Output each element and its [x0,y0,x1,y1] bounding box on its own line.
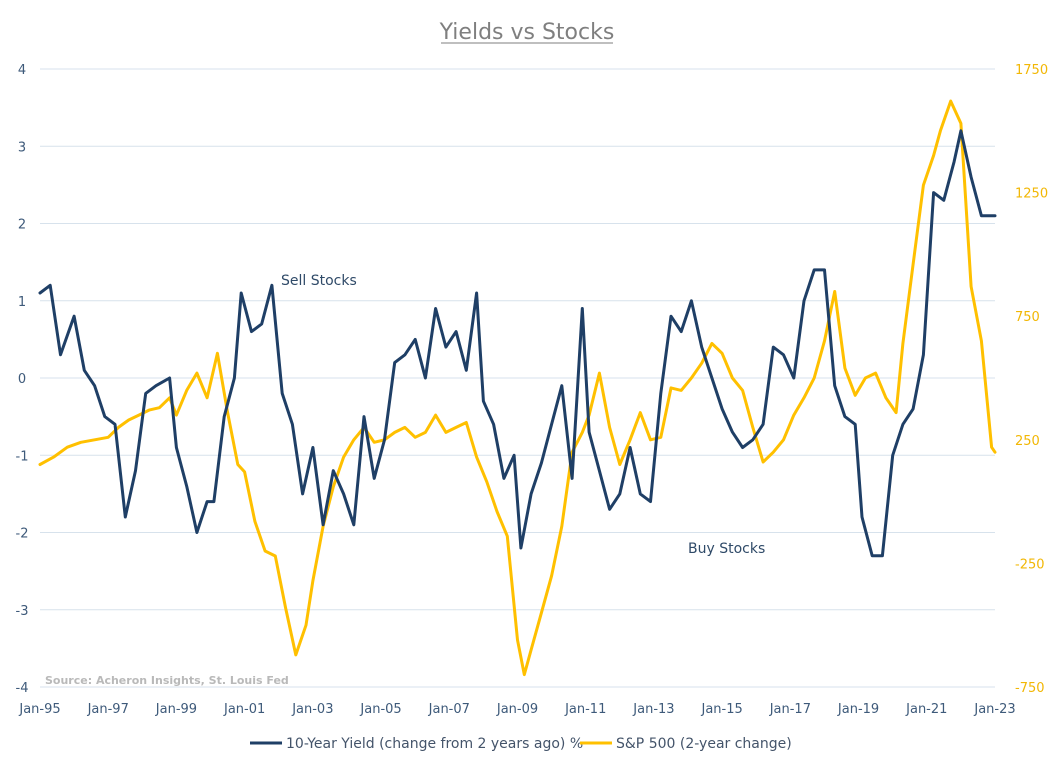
x-axis-ticks: Jan-95 Jan-97 Jan-99 Jan-01 Jan-03 Jan-05 Jan-… [18,702,1015,717]
legend-label-yield: 10-Year Yield (change from 2 years ago) … [286,736,583,752]
left-tick-label: -2 [16,527,29,542]
x-tick-label: Jan-17 [769,702,811,717]
right-tick-label: 1250 [1015,187,1048,202]
series-layer [38,99,997,677]
left-tick-label: 0 [18,372,26,387]
legend: 10-Year Yield (change from 2 years ago) … [250,736,792,752]
left-axis-ticks: 4 3 2 1 0 -1 -2 -3 -4 [16,63,29,696]
right-axis-ticks: 1750 1250 750 250 -250 -750 [1015,63,1048,696]
left-tick-label: -3 [16,604,29,619]
left-tick-label: 4 [18,63,26,78]
x-tick-label: Jan-15 [701,702,743,717]
x-tick-label: Jan-97 [87,702,129,717]
x-tick-label: Jan-11 [564,702,606,717]
x-tick-label: Jan-21 [905,702,947,717]
sell-stocks-annotation: Sell Stocks [281,273,357,289]
left-tick-label: 2 [18,218,26,233]
right-tick-label: 1750 [1015,63,1048,78]
left-tick-label: 1 [18,295,26,310]
chart-title: Yields vs Stocks [439,20,615,45]
left-tick-label: -4 [16,681,29,696]
right-tick-label: 250 [1015,434,1040,449]
x-tick-label: Jan-01 [223,702,265,717]
x-tick-label: Jan-03 [291,702,333,717]
x-tick-label: Jan-99 [155,702,197,717]
x-tick-label: Jan-05 [359,702,401,717]
x-tick-label: Jan-95 [18,702,60,717]
series-line-sp500 [38,99,997,677]
legend-label-sp500: S&P 500 (2-year change) [616,736,792,752]
right-tick-label: 750 [1015,310,1040,325]
right-tick-label: -250 [1015,557,1045,572]
right-tick-label: -750 [1015,681,1045,696]
x-tick-label: Jan-23 [973,702,1015,717]
series-line-yield [38,129,997,558]
x-tick-label: Jan-07 [428,702,470,717]
left-tick-label: 3 [18,140,26,155]
buy-stocks-annotation: Buy Stocks [688,541,765,557]
source-note: Source: Acheron Insights, St. Louis Fed [45,674,289,687]
x-tick-label: Jan-19 [837,702,879,717]
left-tick-label: -1 [16,449,29,464]
x-tick-label: Jan-13 [632,702,674,717]
grid-layer [40,68,995,688]
x-tick-label: Jan-09 [496,702,538,717]
